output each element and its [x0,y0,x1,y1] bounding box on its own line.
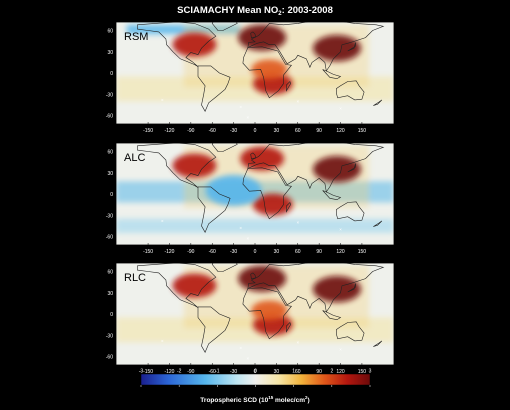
colorbar-tick-label: 2 [330,369,333,375]
x-tick-label: -120 [164,249,174,255]
x-tick-label: 0 [254,369,257,375]
y-tick-label: 60 [107,270,113,276]
colorbar-tick-label: 0 [254,369,257,375]
x-tick-label: -30 [230,249,237,255]
station-marker: × [247,115,250,120]
x-tick-label: 60 [295,249,301,255]
y-tick-label: 30 [107,50,113,56]
station-marker: × [247,236,250,241]
station-marker: × [296,220,299,225]
x-tick-label: -30 [230,128,237,134]
x-tick-label: -30 [230,369,237,375]
x-tick-label: 120 [336,128,345,134]
station-marker: × [296,340,299,345]
station-marker: × [339,227,342,232]
x-tick-label: -60 [209,369,216,375]
station-marker: × [161,97,164,102]
x-tick-label: -150 [143,128,153,134]
x-tick-label: 30 [274,128,280,134]
station-marker: × [161,218,164,223]
chart-title: SCIAMACHY Mean NO2: 2003-2008 [177,5,333,17]
station-marker: × [339,106,342,111]
x-tick-label: -90 [187,369,194,375]
map-panel-alc: × × × × × ALC -150 -120 -90 -60 -30 0 30 60 90 120 150 60… [106,142,395,255]
hotspot-central-africa [251,59,288,80]
y-tick-label: 60 [107,150,113,156]
x-tick-label: -90 [187,249,194,255]
x-tick-label: 60 [295,369,301,375]
hotspot-europe [238,265,287,292]
colorbar-ticks: -3 -2 -1 0 1 2 3 [139,369,372,387]
x-tick-label: 30 [274,369,280,375]
colorbar-tick-label: -1 [215,369,220,375]
y-tick-label: 0 [110,312,113,318]
hotspot-southern-africa [252,193,293,216]
x-tick-label: 120 [336,369,345,375]
panel-label: ALC [124,152,145,164]
x-tick-label: 90 [316,128,322,134]
x-tick-label: 60 [295,128,301,134]
station-marker: × [239,345,242,350]
x-tick-label: -60 [209,128,216,134]
colorbar [140,373,371,386]
y-tick-label: 30 [107,291,113,297]
station-marker: × [296,99,299,104]
y-tick-label: 60 [107,29,113,35]
x-tick-label: 150 [358,128,367,134]
map-panel-rsm: × × × × × RSM -150 -120 -90 -60 -30 0 30 60 90 120 150 60… [106,21,395,134]
x-tick-label: 120 [336,249,345,255]
station-marker: × [239,225,242,230]
y-tick-label: 0 [110,192,113,198]
hotspot-tropical-oceans [205,175,262,206]
hotspot-eastern-usa [172,153,217,178]
hotspot-east-china [312,35,361,62]
map-panel-rlc: ×××××RLC-150 -120 -90 -60 -30 0 30 60 90 120 15060… [106,262,395,375]
coastlines [137,263,385,353]
hotspot-eastern-usa [172,273,217,298]
y-tick-label: -60 [106,235,113,241]
x-tick-label: 150 [358,249,367,255]
x-tick-label: -120 [164,369,174,375]
y-tick-label: -30 [106,213,113,219]
colorbar-label: Tropospheric SCD (1015 molec/cm2) [200,395,309,404]
x-tick-label: 30 [274,249,280,255]
station-marker: × [239,104,242,109]
coastlines [137,22,385,112]
y-tick-label: -30 [106,92,113,98]
y-tick-label: -30 [106,333,113,339]
x-tick-label: -60 [209,249,216,255]
hotspot-central-africa [251,300,288,321]
x-tick-label: 0 [254,128,257,134]
colorbar-tick-label: -3 [139,369,144,375]
y-tick-label: 0 [110,71,113,77]
hotspot-europe [240,146,285,171]
y-tick-label: 30 [107,171,113,177]
y-tick-label: -60 [106,355,113,361]
colorbar-tick-label: -2 [177,369,182,375]
station-marker: × [339,347,342,352]
hotspot-europe [238,24,287,51]
x-tick-label: -120 [164,128,174,134]
x-tick-label: 150 [358,369,367,375]
hotspot-east-china [312,156,361,183]
station-marker: × [247,356,250,361]
hotspot-eastern-usa [172,32,217,57]
x-tick-label: 90 [316,369,322,375]
coastlines [137,143,385,233]
colorbar-tick-label: 1 [292,369,295,375]
y-tick-label: -60 [106,114,113,120]
colorbar-tick-label: 3 [369,369,372,375]
x-tick-label: -150 [143,369,153,375]
station-marker: × [161,338,164,343]
panel-label: RSM [124,31,148,43]
x-tick-label: 0 [254,249,257,255]
x-tick-label: -90 [187,128,194,134]
map-panels: ×××××RSM-150 -120 -90 -60 -30 0 30 60 90 120 15060… [106,21,395,375]
hotspot-east-china [312,276,361,303]
x-tick-label: 90 [316,249,322,255]
x-tick-label: -150 [143,249,153,255]
panel-label: RLC [124,272,146,284]
